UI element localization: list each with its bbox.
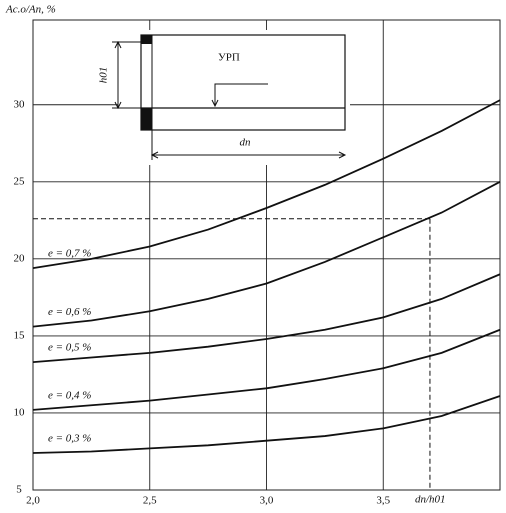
inset-label: dп	[240, 137, 252, 149]
y-tick-label: 10	[14, 406, 26, 418]
x-axis-label: dп/h01	[415, 494, 446, 506]
inset-label: УРП	[218, 52, 240, 64]
y-tick-label: 5	[16, 484, 22, 496]
arrow	[150, 151, 347, 159]
curve	[32, 328, 501, 411]
curve	[32, 99, 501, 269]
arrow	[114, 40, 122, 110]
inset-block	[141, 35, 152, 44]
y-tick-label: 30	[14, 98, 26, 110]
curve	[32, 395, 501, 454]
inset-block	[141, 108, 152, 130]
x-tick-label: 3,0	[260, 495, 274, 507]
y-tick-label: 15	[14, 329, 26, 341]
series-label: e = 0,7 %	[48, 248, 91, 260]
x-tick-label: 3,5	[376, 495, 390, 507]
inset-diagram: h01 УРП dп	[98, 30, 350, 165]
inset-label: h01	[98, 67, 110, 84]
inset-frame	[140, 34, 346, 131]
arrow	[211, 83, 268, 108]
x-tick-label: 2,0	[26, 495, 40, 507]
y-tick-label: 20	[14, 252, 26, 264]
series-label: e = 0,6 %	[48, 306, 91, 318]
y-axis-label: Aс.о/Aп, %	[5, 4, 56, 16]
curve	[32, 273, 501, 363]
series-label: e = 0,4 %	[48, 389, 91, 401]
series-label: e = 0,3 %	[48, 433, 91, 445]
series-label: e = 0,5 %	[48, 342, 91, 354]
x-tick-label: 2,5	[143, 495, 157, 507]
y-tick-label: 25	[14, 175, 26, 187]
inset-background	[118, 30, 350, 165]
curve	[32, 181, 501, 328]
